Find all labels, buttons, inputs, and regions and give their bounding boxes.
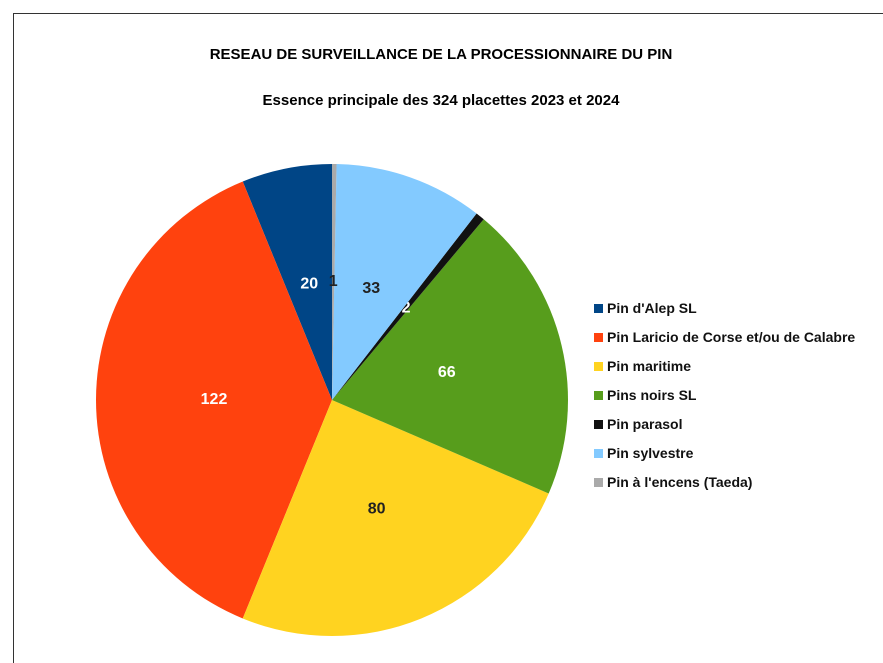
legend-item: Pin sylvestre bbox=[594, 445, 864, 462]
data-label: 20 bbox=[300, 275, 318, 292]
data-label: 122 bbox=[201, 391, 228, 408]
legend-item: Pin Laricio de Corse et/ou de Calabre bbox=[594, 329, 864, 346]
legend-label: Pin sylvestre bbox=[607, 445, 694, 461]
pie-slice bbox=[95, 181, 332, 619]
legend-swatch bbox=[594, 333, 603, 342]
legend-item: Pin d'Alep SL bbox=[594, 300, 864, 317]
chart-subtitle: Essence principale des 324 placettes 202… bbox=[263, 92, 621, 109]
legend-item: Pin à l'encens (Taeda) bbox=[594, 474, 864, 491]
legend-label: Pin parasol bbox=[607, 416, 683, 432]
legend-item: Pin maritime bbox=[594, 358, 864, 375]
frame bbox=[13, 13, 883, 663]
chart-title: RESEAU DE SURVEILLANCE DE LA PROCESSIONN… bbox=[210, 46, 673, 63]
legend-label: Pin à l'encens (Taeda) bbox=[607, 474, 753, 490]
pie-slice bbox=[242, 400, 549, 637]
legend-swatch bbox=[594, 304, 603, 313]
pie-slice bbox=[242, 164, 332, 400]
pie-slice bbox=[332, 164, 337, 400]
legend-swatch bbox=[594, 391, 603, 400]
pie-slice bbox=[332, 164, 477, 400]
legend-swatch bbox=[594, 449, 603, 458]
data-label: 1 bbox=[329, 273, 338, 290]
legend-swatch bbox=[594, 362, 603, 371]
pie: 20 122 80 66 2 33 1 bbox=[95, 164, 568, 637]
legend: Pin d'Alep SL Pin Laricio de Corse et/ou … bbox=[594, 300, 864, 503]
legend-label: Pin Laricio de Corse et/ou de Calabre bbox=[607, 329, 856, 345]
legend-item: Pin parasol bbox=[594, 416, 864, 433]
legend-swatch bbox=[594, 478, 603, 487]
pie-slice bbox=[332, 213, 484, 400]
legend-item: Pins noirs SL bbox=[594, 387, 864, 404]
pie-slice bbox=[332, 219, 568, 494]
data-label: 2 bbox=[402, 299, 411, 316]
legend-swatch bbox=[594, 420, 603, 429]
data-label: 66 bbox=[438, 364, 456, 381]
legend-label: Pin maritime bbox=[607, 358, 692, 374]
legend-label: Pins noirs SL bbox=[607, 387, 697, 403]
data-label: 33 bbox=[362, 280, 380, 297]
data-label: 80 bbox=[368, 500, 386, 517]
legend-label: Pin d'Alep SL bbox=[607, 300, 697, 316]
